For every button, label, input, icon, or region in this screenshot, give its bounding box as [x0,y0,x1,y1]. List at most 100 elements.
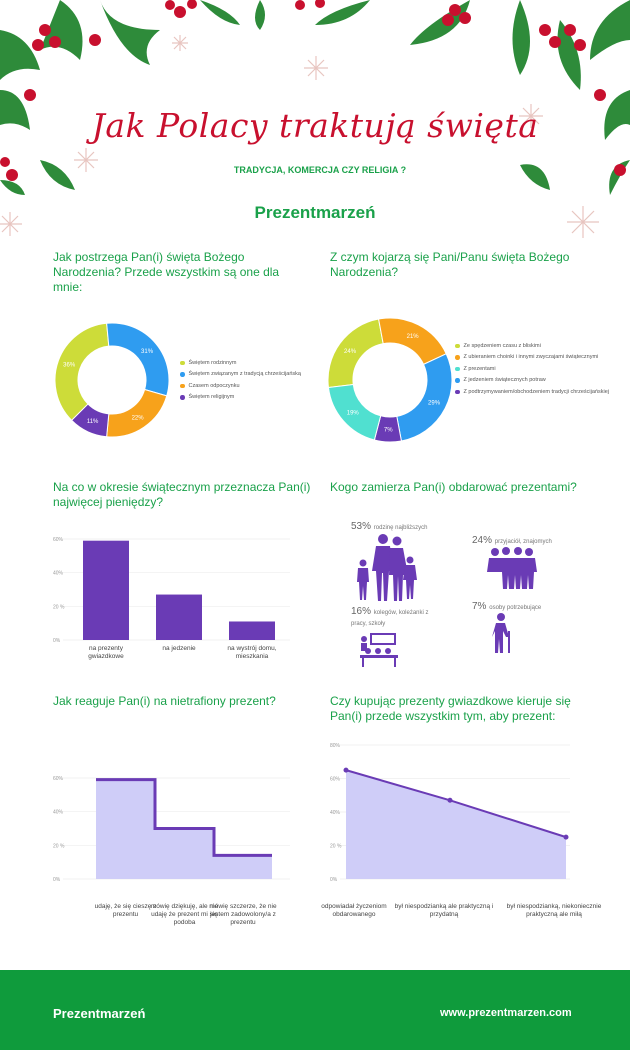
bar-category-label: na wystrój domu, mieszkania [227,645,277,660]
question-5: Jak reaguje Pan(i) na nietrafiony prezen… [53,694,276,708]
stat-friends-pct: 24% [472,535,493,546]
legend-swatch [455,355,460,360]
page-title: Jak Polacy traktują święta [91,106,539,145]
line-chart-tick-label: 0% [330,877,338,883]
legend-item: Świętem religijnym [180,392,320,404]
bar-chart-tick-label: 0% [53,638,61,644]
legend-item: Z ubieraniem choinki i innymi zwyczajami… [455,352,625,364]
elderly-person-icon [492,613,510,653]
donut-1-slice [106,388,168,438]
page-subtitle: TRADYCJA, KOMERCJA CZY RELIGIA ? [233,165,407,175]
step-line [96,778,272,857]
stat-needy-label: osoby potrzebujące [489,605,542,611]
line-category-label: odpowiadał życzeniom obdarowanego [321,903,387,918]
legend-label: Świętem rodzinnym [188,359,237,366]
bar-category-label: na prezenty gwiazdkowe [88,645,124,660]
line-point [447,797,453,803]
footer: Prezentmarzeń www.prezentmarzen.com [0,970,630,1050]
donut-2-slice [327,383,382,441]
line-chart-tick-label: 60% [330,777,341,783]
legend-swatch [455,343,460,348]
stat-colleagues: 16% kolegów, koleżanki z pracy, szkoły [351,607,441,629]
legend-swatch [180,360,185,365]
donut-1-slice [70,403,110,438]
stat-family: 53% rodzinę najbliższych [351,521,471,532]
holly-decoration [0,0,630,238]
legend-1: Świętem rodzinnym Świętem związanym z tra… [180,357,320,403]
stat-needy-pct: 7% [472,601,487,612]
legend-item: Z jedzeniem świątecznych potraw [455,375,625,387]
legend-label: Czasem odpoczynku [188,382,240,389]
bar [156,594,202,640]
step-category-label: mówię szczerze, że nie jestem zadowolony… [209,903,277,926]
stat-family-label: rodzinę najbliższych [373,525,428,531]
footer-url[interactable]: www.prezentmarzen.com [440,1007,572,1019]
footer-brand: Prezentmarzeń [53,1006,146,1021]
legend-label: Świętem związanym z tradycją chrześcijań… [188,371,301,378]
stat-friends-label: przyjaciół, znajomych [494,539,552,545]
legend-swatch [180,372,185,377]
question-6: Czy kupując prezenty gwiazdkowe kieruje … [330,694,571,723]
step-chart-tick-label: 60% [53,776,64,782]
step-chart-tick-label: 20 % [53,843,65,849]
legend-item: Świętem rodzinnym [180,357,320,369]
line-chart-tick-label: 40% [330,810,341,816]
step-category-label: mówię dziękuję, ale nie udaję że prezent… [150,903,219,926]
stat-friends: 24% przyjaciół, znajomych [472,535,612,546]
bar-chart-tick-label: 20 % [53,604,65,610]
donut-2-value-label: 24% [344,349,357,355]
donut-1-value-label: 31% [141,349,154,355]
legend-item: Świętem związanym z tradycją chrześcijań… [180,369,320,381]
bar-chart-tick-label: 60% [53,537,64,543]
question-3: Na co w okresie świątecznym przeznacza P… [53,480,311,509]
legend-swatch [455,378,460,383]
line-chart-tick-label: 20 % [330,844,342,850]
donut-1-value-label: 11% [87,419,99,425]
brand-logo: Prezentmarzeń [254,203,376,222]
stat-colleagues-label: kolegów, koleżanki z pracy, szkoły [351,610,429,627]
friends-icon [487,547,537,589]
legend-label: Z prezentami [463,365,496,372]
line-chart-tick-label: 80% [330,743,341,749]
line-category-label: był niespodzianką, niekoniecznie praktyc… [506,903,602,918]
bar-chart-tick-label: 40% [53,571,64,577]
bar-category-label: na jedzenie [162,645,196,652]
donut-1-value-label: 22% [132,416,145,422]
question-2: Z czym kojarzą się Pani/Panu święta Boże… [330,250,570,279]
donut-1-slice [54,322,110,422]
legend-2: Ze spędzeniem czasu z bliskimi Z ubierani… [455,340,625,398]
donut-1-value-label: 36% [63,363,76,369]
step-chart-tick-label: 0% [53,877,61,883]
step-chart-tick-label: 40% [53,810,64,816]
legend-label: Ze spędzeniem czasu z bliskimi [463,342,541,349]
legend-item: Z prezentami [455,363,625,375]
donut-1-slice [106,322,170,397]
line-point [343,767,349,773]
line-point [563,834,569,840]
stat-colleagues-pct: 16% [351,606,372,617]
classroom-icon [360,633,398,667]
legend-label: Z ubieraniem choinki i innymi zwyczajami… [463,354,599,361]
legend-swatch [180,383,185,388]
legend-swatch [180,395,185,400]
line-category-label: był niespodzianką ale praktyczną i przyd… [394,903,494,918]
question-4: Kogo zamierza Pan(i) obdarować prezentam… [330,480,577,494]
line-area [346,770,566,879]
stat-family-pct: 53% [351,521,372,532]
donut-2-value-label: 19% [347,411,360,417]
stat-needy: 7% osoby potrzebujące [472,601,612,612]
bar [83,540,129,640]
donut-2-slice [378,317,447,366]
legend-item: Z podtrzymywaniem/obchodzeniem tradycji … [455,386,625,398]
legend-item: Czasem odpoczynku [180,380,320,392]
legend-label: Z podtrzymywaniem/obchodzeniem tradycji … [463,388,610,395]
bar [229,621,275,640]
legend-label: Z jedzeniem świątecznych potraw [463,377,546,384]
donut-2-value-label: 29% [428,401,441,407]
donut-2-value-label: 21% [407,334,420,340]
legend-item: Ze spędzeniem czasu z bliskimi [455,340,625,352]
donut-2-slice [396,353,453,442]
legend-swatch [455,389,460,394]
family-icon [357,534,417,601]
